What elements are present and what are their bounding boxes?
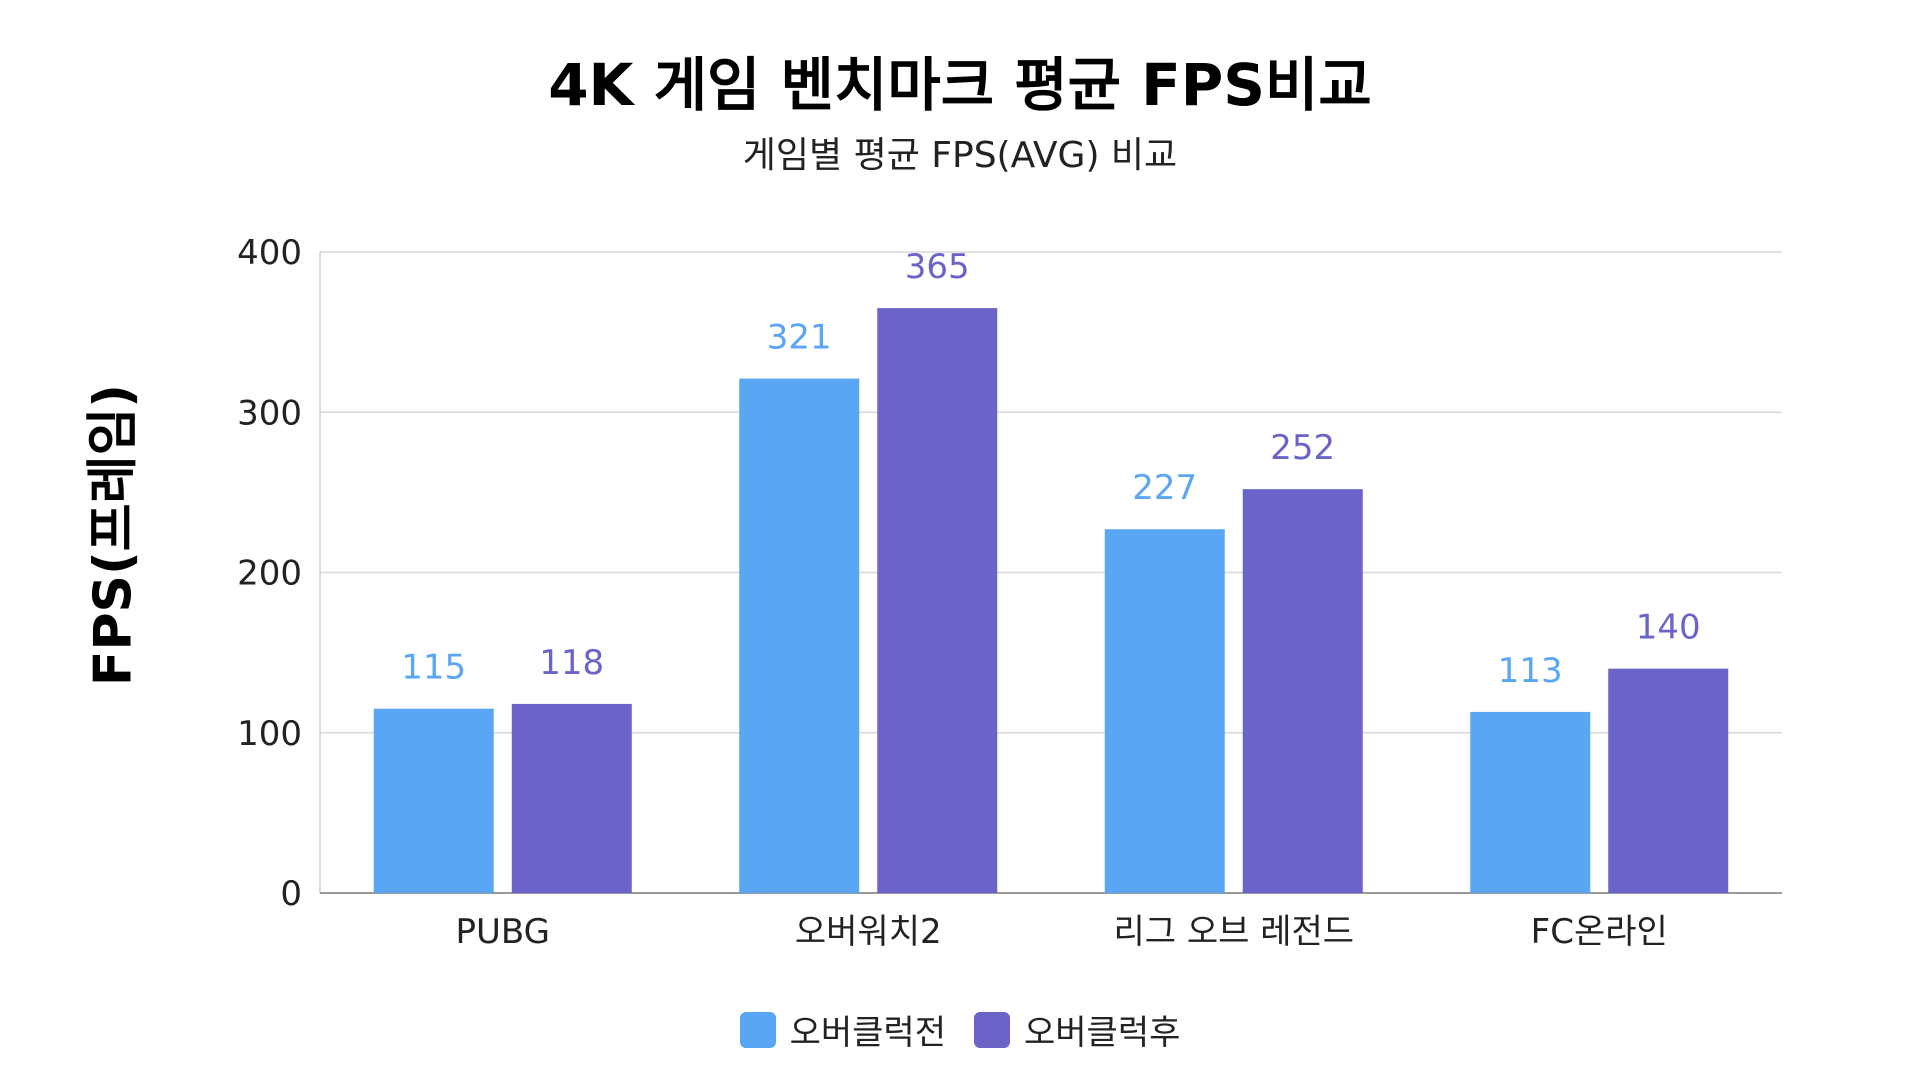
bar	[877, 308, 998, 893]
legend-label-before: 오버클럭전	[789, 1013, 946, 1053]
data-label: 321	[767, 318, 832, 358]
legend-item-before[interactable]: 오버클럭전	[739, 1005, 946, 1054]
bar	[373, 708, 494, 893]
y-tick-label: 0	[280, 874, 302, 914]
legend-label-after: 오버클럭후	[1024, 1013, 1181, 1053]
x-tick-label: 리그 오브 레전드	[1113, 912, 1354, 952]
bar	[511, 703, 632, 893]
y-tick-label: 400	[237, 233, 302, 273]
data-label: 252	[1270, 428, 1335, 468]
bar	[739, 378, 860, 893]
legend: 오버클럭전 오버클럭후	[0, 1005, 1920, 1054]
legend-item-after[interactable]: 오버클럭후	[974, 1005, 1180, 1054]
y-tick-label: 300	[237, 393, 302, 433]
y-tick-label: 200	[237, 554, 302, 594]
data-label: 140	[1636, 608, 1701, 648]
chart-title: 4K 게임 벤치마크 평균 FPS비교	[548, 51, 1372, 119]
y-tick-label: 100	[237, 714, 302, 754]
bar	[1104, 529, 1225, 893]
data-label: 227	[1132, 468, 1197, 508]
bar	[1242, 489, 1363, 893]
data-label: 365	[905, 247, 970, 287]
bar	[1470, 711, 1591, 893]
legend-swatch-after	[974, 1011, 1010, 1048]
data-label: 115	[401, 648, 466, 688]
data-label: 118	[539, 643, 604, 683]
legend-swatch-before	[739, 1011, 776, 1048]
x-tick-label: FC온라인	[1531, 912, 1668, 952]
x-tick-label: PUBG	[456, 912, 550, 952]
chart-subtitle: 게임별 평균 FPS(AVG) 비교	[742, 135, 1178, 176]
bar	[1608, 668, 1729, 893]
data-label: 113	[1498, 651, 1563, 691]
x-tick-label: 오버워치2	[795, 912, 942, 952]
